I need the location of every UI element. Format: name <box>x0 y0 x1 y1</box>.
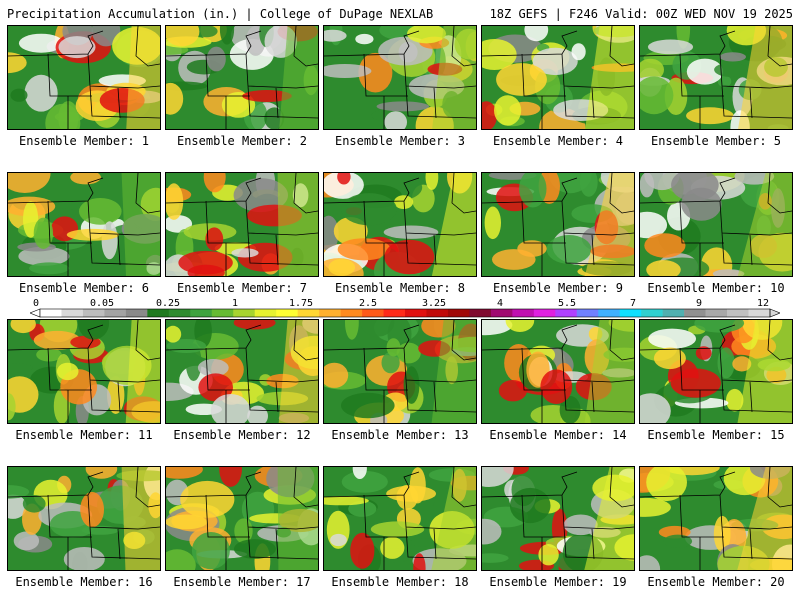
ensemble-member-map <box>165 25 319 130</box>
ensemble-member-map <box>165 172 319 277</box>
ensemble-member-map <box>7 25 161 130</box>
ensemble-member-label: Ensemble Member: 13 <box>331 428 469 442</box>
ensemble-member-map <box>639 466 793 571</box>
colorbar-tick-label: 1 <box>232 299 238 309</box>
colorbar-tick-label: 12 <box>757 299 769 309</box>
ensemble-member-label: Ensemble Member: 2 <box>176 134 308 148</box>
colorbar-tick-label: 5.5 <box>558 299 576 309</box>
colorbar-segment <box>168 309 191 317</box>
colorbar-segment <box>383 309 406 317</box>
ensemble-member-map <box>7 466 161 571</box>
colorbar-segment <box>340 309 363 317</box>
ensemble-member-label: Ensemble Member: 7 <box>176 281 308 295</box>
colorbar-max-arrow <box>769 308 780 318</box>
ensemble-member-label: Ensemble Member: 14 <box>489 428 627 442</box>
colorbar-segment <box>61 309 84 317</box>
colorbar: 0 0.05 0.25 1 1.75 2.5 3.25 4 5.5 7 9 12 <box>30 299 780 318</box>
ensemble-member-label: Ensemble Member: 10 <box>647 281 785 295</box>
ensemble-member-map <box>7 319 161 424</box>
colorbar-tick-label: 1.75 <box>289 299 313 309</box>
colorbar-segment <box>533 309 556 317</box>
colorbar-segment <box>469 309 492 317</box>
ensemble-member-map <box>165 466 319 571</box>
colorbar-tick-label: 7 <box>630 299 636 309</box>
ensemble-member-map <box>639 319 793 424</box>
colorbar-segment <box>426 309 449 317</box>
ensemble-member-label: Ensemble Member: 8 <box>334 281 466 295</box>
colorbar-segment <box>662 309 685 317</box>
colorbar-segment <box>576 309 599 317</box>
colorbar-segment <box>104 309 127 317</box>
ensemble-member-label: Ensemble Member: 18 <box>331 575 469 589</box>
ensemble-member-label: Ensemble Member: 1 <box>18 134 150 148</box>
colorbar-segment <box>641 309 663 317</box>
ensemble-member-map <box>323 319 477 424</box>
colorbar-segment <box>211 309 234 317</box>
model-run-info: 18Z GEFS | F246 Valid: 00Z WED NOV 19 20… <box>489 7 793 21</box>
colorbar-tick-label: 0.25 <box>156 299 180 309</box>
colorbar-tick-label: 2.5 <box>359 299 377 309</box>
colorbar-segment <box>82 309 105 317</box>
ensemble-member-label: Ensemble Member: 5 <box>650 134 782 148</box>
colorbar-tick-label: 9 <box>696 299 702 309</box>
colorbar-segment <box>276 309 298 317</box>
colorbar-segment <box>748 309 771 317</box>
colorbar-segment <box>125 309 148 317</box>
ensemble-member-map <box>481 466 635 571</box>
colorbar-segment <box>233 309 256 317</box>
colorbar-segment <box>598 309 621 317</box>
ensemble-member-map <box>481 172 635 277</box>
ensemble-member-label: Ensemble Member: 19 <box>489 575 627 589</box>
ensemble-member-label: Ensemble Member: 20 <box>647 575 785 589</box>
colorbar-tick-label: 3.25 <box>422 299 446 309</box>
ensemble-member-map <box>639 172 793 277</box>
colorbar-segment <box>684 309 706 317</box>
colorbar-segment <box>512 309 535 317</box>
ensemble-member-map <box>481 25 635 130</box>
ensemble-member-map <box>323 172 477 277</box>
colorbar-segment <box>405 309 427 317</box>
colorbar-min-arrow <box>30 308 41 318</box>
ensemble-member-map <box>165 319 319 424</box>
colorbar-tick-label: 0 <box>33 299 39 309</box>
colorbar-segment <box>147 309 170 317</box>
ensemble-member-map <box>639 25 793 130</box>
colorbar-tick-label: 4 <box>497 299 503 309</box>
ensemble-member-label: Ensemble Member: 11 <box>15 428 153 442</box>
ensemble-member-label: Ensemble Member: 12 <box>173 428 311 442</box>
colorbar-segment <box>727 309 749 317</box>
ensemble-member-label: Ensemble Member: 16 <box>15 575 153 589</box>
colorbar-segment <box>254 309 277 317</box>
ensemble-member-map <box>323 25 477 130</box>
colorbar-segment <box>297 309 320 317</box>
colorbar-segment <box>40 309 62 317</box>
map-title: Precipitation Accumulation (in.) | Colle… <box>7 7 434 21</box>
ensemble-member-label: Ensemble Member: 15 <box>647 428 785 442</box>
ensemble-member-label: Ensemble Member: 4 <box>492 134 624 148</box>
ensemble-member-map <box>323 466 477 571</box>
colorbar-tick-label: 0.05 <box>90 299 114 309</box>
ensemble-member-map <box>481 319 635 424</box>
colorbar-segment <box>447 309 470 317</box>
colorbar-segment <box>619 309 642 317</box>
colorbar-segment <box>555 309 578 317</box>
ensemble-member-label: Ensemble Member: 9 <box>492 281 624 295</box>
colorbar-segment <box>319 309 341 317</box>
ensemble-member-label: Ensemble Member: 3 <box>334 134 466 148</box>
colorbar-segment <box>705 309 728 317</box>
colorbar-segment <box>190 309 213 317</box>
ensemble-member-map <box>7 172 161 277</box>
ensemble-member-label: Ensemble Member: 6 <box>18 281 150 295</box>
colorbar-segment <box>490 309 513 317</box>
ensemble-member-label: Ensemble Member: 17 <box>173 575 311 589</box>
colorbar-segment <box>362 309 384 317</box>
